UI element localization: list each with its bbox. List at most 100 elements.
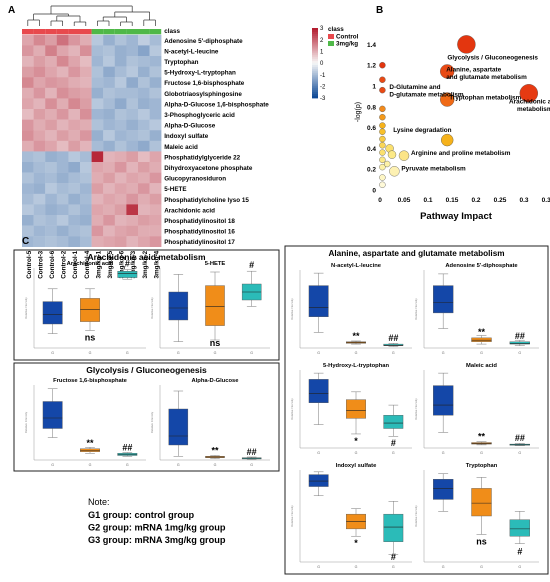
heatmap-cell [126, 172, 139, 184]
pathway-point [379, 163, 386, 171]
heatmap-cell [103, 56, 115, 67]
note-block: Note: G1 group: control group G2 group: mR… [88, 497, 226, 545]
class-cell [45, 29, 57, 35]
heatmap-cell [56, 193, 69, 205]
heatmap-cell [45, 151, 57, 163]
pathway-point [379, 105, 386, 113]
x-tick-label: 0.15 [446, 197, 459, 204]
heatmap-cell [22, 34, 34, 46]
heatmap-cell [56, 204, 69, 216]
heatmap-cell [33, 56, 46, 67]
heatmap-cell [56, 140, 69, 152]
x-tick-label: G [392, 565, 395, 569]
heatmap-cell [103, 193, 115, 205]
significance-mark: ## [247, 447, 257, 457]
colorbar-segment [312, 28, 318, 31]
heatmap-cell [149, 204, 162, 216]
heatmap-cell [22, 98, 34, 110]
heatmap-column-label: Control-1 [72, 250, 79, 278]
heatmap-row-label: Adenosine 5'-diphosphate [164, 38, 243, 45]
x-tick-label: 0.3 [519, 197, 528, 204]
heatmap-cell [91, 119, 104, 131]
heatmap-column-label: Control-6 [49, 250, 56, 278]
pathway-point [441, 133, 454, 147]
significance-mark: * [354, 538, 358, 548]
heatmap-cell [114, 193, 127, 205]
boxplot-title: Fructose 1,6-bisphosphate [53, 378, 128, 384]
colorbar-tick-label: 2 [320, 38, 324, 44]
heatmap-cell [138, 236, 150, 247]
note-line: G2 group: mRNA 1mg/kg group [88, 523, 226, 533]
significance-mark: ## [122, 442, 132, 452]
heatmap-row-label: Phosphatidylcholine lyso 15 [164, 197, 249, 204]
colorbar-segment [312, 37, 318, 41]
heatmap-cell [80, 45, 92, 57]
colorbar-segment [312, 31, 318, 35]
boxplot-group-title: Arachidonic acid metabolism [87, 252, 206, 262]
x-tick-label: 0.35 [542, 197, 550, 204]
box [42, 401, 63, 429]
heatmap-cell [80, 183, 92, 194]
pathway-point [384, 160, 391, 168]
boxplot-frame [13, 362, 280, 472]
box [117, 453, 138, 456]
class-legend-swatch [328, 41, 334, 46]
heatmap-cell [33, 77, 46, 88]
heatmap-cell [56, 236, 69, 247]
boxplot-y-label: Relative Intensity [150, 411, 154, 433]
colorbar-segment [312, 74, 318, 78]
x-tick-label: G [250, 463, 253, 467]
y-tick-label: 0.8 [367, 104, 376, 111]
pathway-point [440, 92, 455, 107]
heatmap-cell [91, 45, 104, 57]
heatmap-cell [45, 225, 57, 237]
box [433, 385, 454, 416]
heatmap-cell [80, 98, 92, 110]
heatmap-cell [80, 66, 92, 78]
heatmap-cell [126, 98, 139, 110]
heatmap-cell [45, 215, 57, 226]
colorbar-tick-label: -1 [320, 73, 326, 79]
class-cell [114, 29, 127, 35]
heatmap-cell [91, 151, 104, 163]
colorbar-tick-label: -3 [320, 96, 326, 102]
heatmap-cell [56, 172, 69, 184]
pathway-point [379, 181, 386, 189]
pathway-point-label-line: Alanine, aspartate [446, 66, 501, 73]
heatmap-cell [68, 151, 81, 163]
significance-mark: ns [476, 536, 487, 546]
heatmap-cell [22, 236, 34, 247]
class-cell [138, 29, 150, 35]
pathway-point [379, 86, 386, 94]
heatmap-cell [126, 236, 139, 247]
heatmap-cell [91, 77, 104, 88]
heatmap-cell [33, 98, 46, 110]
heatmap-column-label: 3mg/kg-6 [119, 250, 126, 278]
heatmap-cell [56, 215, 69, 226]
heatmap-cell [114, 87, 127, 99]
heatmap-cell [114, 109, 127, 120]
heatmap-cell [126, 119, 139, 131]
heatmap-cell [33, 225, 46, 237]
heatmap-cell [149, 45, 162, 57]
colorbar-segment [312, 88, 318, 91]
class-cell [68, 29, 80, 35]
heatmap-cell [149, 130, 162, 141]
x-tick-label: G [250, 351, 253, 355]
x-tick-label: 0.1 [423, 197, 432, 204]
heatmap-cell [80, 34, 92, 46]
heatmap-cell [45, 34, 57, 46]
pathway-point [379, 76, 386, 83]
heatmap-cell [91, 66, 104, 78]
heatmap-row-label: class [164, 28, 180, 35]
class-cell [56, 29, 69, 35]
heatmap-cell [45, 56, 57, 67]
boxplot-title: Maleic acid [466, 363, 497, 369]
significance-mark: # [517, 547, 522, 557]
heatmap-cell [45, 109, 57, 120]
heatmap-cell [114, 66, 127, 78]
heatmap-cell [33, 45, 46, 57]
heatmap-cell [80, 77, 92, 88]
heatmap-cell [126, 130, 139, 141]
pathway-point-label-line: Arginine and proline metabolism [411, 150, 511, 157]
